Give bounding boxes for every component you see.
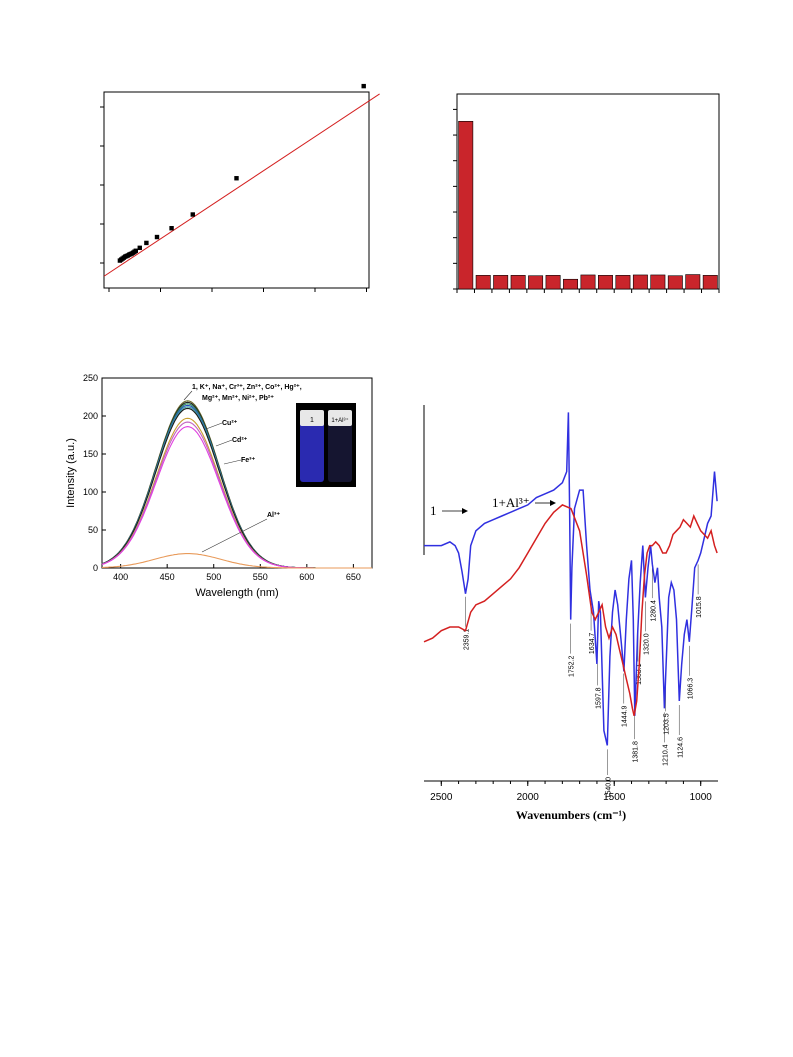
ir-peak-label: 1634.7 [589,633,596,655]
ir-x-tick-label: 2000 [517,792,540,803]
ir-peak-label: 1066.3 [687,678,694,700]
ir-peak-label: 1540.0 [605,777,612,799]
ir-label-1al: 1+Al³⁺ [492,495,530,510]
scatter-point [361,83,366,89]
ir-spectra-chart: 2500 2000 1500 1000 2359.1 1752.2 1634.7 1597.… [423,405,718,822]
emission-spectra-panel: 400 450 500 550 600 650 0 50 100 150 200 250 1 1+Al… [60,368,380,608]
emission-x-tick-label: 500 [206,572,221,582]
bar [563,278,578,290]
ir-x-tick-label: 1000 [690,792,713,803]
cd-label: Cd²⁺ [232,437,248,444]
bar-plot-frame [456,93,720,290]
emission-x-tick-label: 400 [113,572,128,582]
bar [545,275,561,290]
bar [528,275,544,290]
vial-2 [328,410,352,482]
ir-x-axis-label: Wavenumbers (cm⁻¹) [516,808,626,822]
fe-pointer [223,459,242,465]
emission-y-axis-label: Intensity (a.u.) [65,438,77,508]
cu-label: Cu²⁺ [222,420,238,427]
scatter-point [137,245,142,251]
ir-x-tick-label: 1500 [603,792,626,803]
emission-spectra-chart: 400 450 500 550 600 650 0 50 100 150 200 250 1 1+Al… [65,373,373,599]
bar [702,275,718,290]
ir-peak-label: 1444.9 [622,705,629,727]
scatter-point [169,226,174,231]
vial-1-cap [300,410,324,426]
bar [598,275,613,290]
inset-photo: 1 1+Al³⁺ [296,403,356,487]
ir-peak-label: 1015.8 [696,596,703,618]
bar [667,275,683,290]
bar [580,274,596,290]
bar [510,275,526,290]
emission-y-tick-label: 100 [83,487,98,497]
scatter-point [234,176,239,181]
group-label-line1: 1, K⁺, Na⁺, Cr³⁺, Zn²⁺, Co²⁺, Hg²⁺, [192,384,302,391]
ir-spectra-panel: 2500 2000 1500 1000 2359.1 1752.2 1634.7 1597.… [400,395,740,835]
emission-y-tick-label: 150 [83,449,98,459]
scatter-fit-panel [80,80,380,295]
ir-peak-label: 1124.6 [677,737,684,758]
emission-x-tick-label: 450 [160,572,175,582]
fit-line [103,93,380,277]
cd-pointer [215,439,233,447]
ir-peak-label: 1280.4 [650,600,657,622]
ir-series-line [424,412,718,746]
bar [458,120,474,290]
ir-x-tick-label: 2500 [430,792,453,803]
ir-series-line [423,504,718,716]
ir-peak-label: 1203.5 [664,713,671,735]
vial-2-cap [328,410,352,426]
ir-label-1: 1 [430,503,437,518]
al-label: Al³⁺ [267,512,280,519]
emission-x-tick-label: 650 [346,572,361,582]
bar [685,274,701,290]
scatter-plot-frame [103,91,370,289]
emission-x-axis-label: Wavelength (nm) [195,587,278,599]
vial-1 [300,410,324,482]
bar [632,274,648,290]
bar-selectivity-chart [453,93,720,293]
emission-plot-frame [101,377,373,569]
scatter-point [154,234,160,240]
fe-label: Fe³⁺ [241,457,256,464]
emission-y-tick-label: 0 [93,563,98,573]
emission-x-tick-label: 600 [299,572,314,582]
emission-y-tick-label: 250 [83,373,98,383]
bar-selectivity-panel [438,80,738,295]
cu-pointer [205,422,223,430]
bar [475,275,491,290]
bar [615,275,631,290]
ir-peak-label: 1210.4 [662,744,669,766]
ir-label-1-arrowhead [462,508,468,514]
emission-y-tick-label: 200 [83,411,98,421]
group-label-line2: Mg²⁺, Mn²⁺, Ni²⁺, Pb²⁺ [202,395,274,402]
al-pointer [201,518,268,553]
bar [493,275,509,290]
ir-peak-label: 1752.2 [569,656,576,678]
scatter-point [144,240,149,246]
bar [650,274,666,290]
vial-2-label: 1+Al³⁺ [331,417,348,424]
ir-peak-label: 1597.8 [595,687,602,709]
emission-y-tick-label: 50 [88,525,98,535]
ir-peak-label: 2359.1 [464,629,471,651]
emission-x-tick-label: 550 [253,572,268,582]
ir-peak-label: 1320.0 [643,633,650,655]
scatter-fit-chart [100,83,380,292]
ir-peak-label: 1363.1 [636,663,643,685]
ir-label-1al-arrowhead [550,500,556,506]
ir-peak-label: 1381.8 [633,741,640,763]
group-label-pointer [183,390,193,401]
scatter-point [190,212,195,217]
vial-1-label: 1 [310,417,314,424]
emission-series-line [101,553,372,569]
scatter-point [133,248,138,253]
